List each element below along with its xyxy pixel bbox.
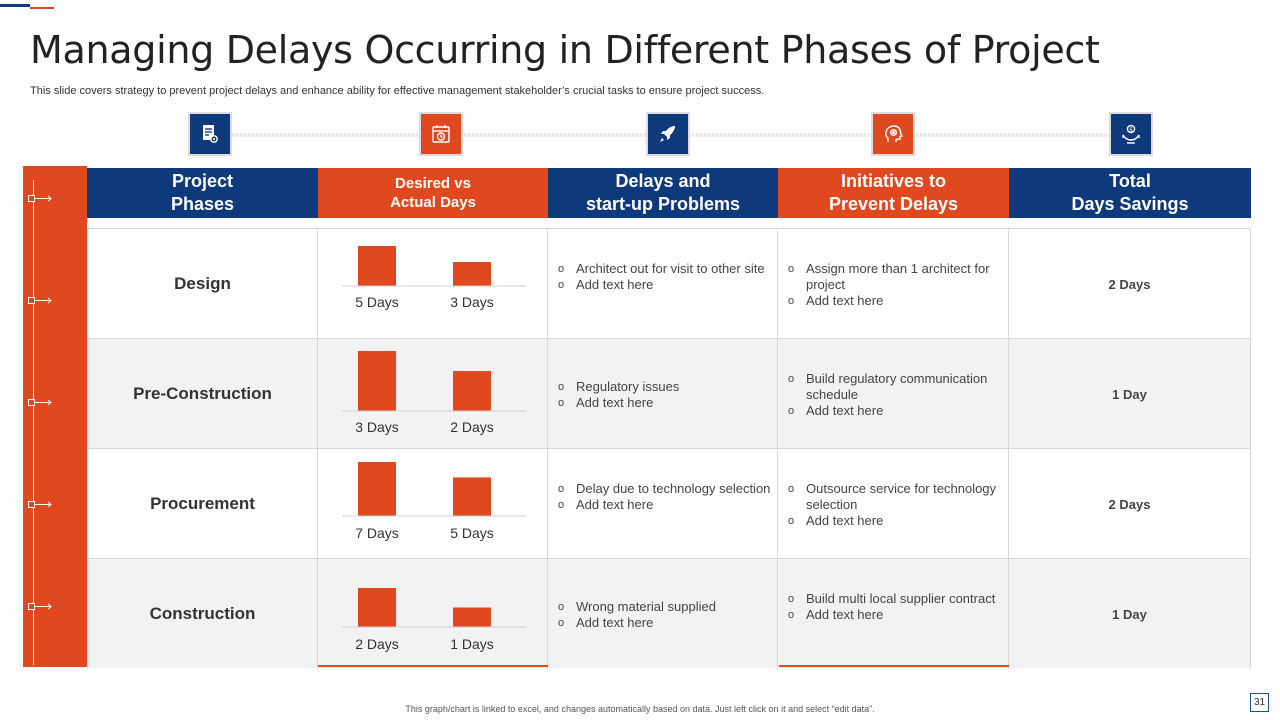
list-item: o Add text here (558, 395, 654, 410)
actual-days-bar (453, 607, 491, 627)
initiatives-cell: o Outsource service for technology select… (778, 449, 1009, 559)
actual-days-bar (453, 371, 491, 411)
timeline-marker (28, 195, 52, 202)
actual-days-label: 1 Days (450, 636, 494, 652)
savings-value: 2 Days (1009, 449, 1251, 559)
header-project-phases: Project Phases (87, 168, 318, 218)
table-row: Procurement 7 Days 5 Days o Delay due to … (87, 448, 1251, 559)
problems-list: o Delay due to technology selection o Add … (556, 481, 771, 513)
column-underline-orange (318, 665, 548, 667)
head-gear-icon (871, 112, 915, 156)
desired-days-bar (358, 351, 396, 411)
problems-cell: o Architect out for visit to other site o… (548, 229, 778, 339)
top-accent-orange (30, 7, 54, 9)
top-accent-blue (0, 4, 30, 7)
initiatives-cell: o Build regulatory communication schedule… (778, 339, 1009, 449)
actual-days-label: 3 Days (450, 294, 494, 310)
list-item: o Add text here (558, 497, 654, 512)
phase-name: Design (87, 229, 318, 339)
actual-days-bar (453, 477, 491, 516)
list-item: o Add text here (788, 513, 884, 528)
desired-days-label: 7 Days (355, 525, 399, 541)
list-item: o Add text here (788, 293, 884, 308)
actual-days-label: 2 Days (450, 419, 494, 435)
phase-name: Construction (87, 559, 318, 669)
timeline-line (33, 180, 34, 665)
problems-list: o Wrong material supplied o Add text here (556, 599, 771, 631)
phase-name: Procurement (87, 449, 318, 559)
initiatives-list: o Outsource service for technology select… (786, 481, 1002, 529)
days-chart-cell: 7 Days 5 Days (318, 449, 548, 559)
desired-days-bar (358, 246, 396, 286)
days-bar-chart: 7 Days 5 Days (342, 462, 526, 541)
table-row: Design 5 Days 3 Days o Architect out for … (87, 228, 1251, 339)
problems-list: o Architect out for visit to other site o… (556, 261, 771, 293)
days-chart-cell: 5 Days 3 Days (318, 229, 548, 339)
table-header: Project Phases Desired vs Actual Days Dela… (87, 168, 1251, 218)
list-item: o Build regulatory communication schedule (788, 371, 988, 402)
desired-days-bar (358, 462, 396, 516)
calendar-clock-icon (419, 112, 463, 156)
header-desired-vs-actual: Desired vs Actual Days (318, 168, 548, 218)
list-item: o Architect out for visit to other site (558, 261, 765, 276)
timeline-marker (28, 297, 52, 304)
actual-days-label: 5 Days (450, 525, 494, 541)
savings-value: 1 Day (1009, 559, 1251, 669)
column-underline-orange (779, 665, 1009, 667)
phases-table: Design 5 Days 3 Days o Architect out for … (87, 228, 1251, 669)
initiatives-list: o Build regulatory communication schedule… (786, 371, 1002, 419)
footer-note: This graph/chart is linked to excel, and… (405, 704, 875, 714)
initiatives-cell: o Build multi local supplier contract o Ad… (778, 559, 1009, 669)
days-bar-chart: 2 Days 1 Days (342, 588, 526, 652)
desired-days-label: 5 Days (355, 294, 399, 310)
list-item: o Assign more than 1 architect for projec… (788, 261, 990, 292)
timeline-marker (28, 501, 52, 508)
actual-days-bar (453, 262, 491, 286)
problems-list: o Regulatory issues o Add text here (556, 379, 771, 411)
svg-text:$: $ (1129, 126, 1133, 133)
timeline-marker (28, 399, 52, 406)
page-number: 31 (1250, 693, 1269, 712)
days-chart-cell: 2 Days 1 Days (318, 559, 548, 669)
desired-days-label: 2 Days (355, 636, 399, 652)
initiatives-list: o Build multi local supplier contract o Ad… (786, 591, 1002, 623)
desired-days-bar (358, 588, 396, 627)
slide-title: Managing Delays Occurring in Different P… (30, 28, 1100, 72)
problems-cell: o Wrong material supplied o Add text here (548, 559, 778, 669)
timeline-marker (28, 603, 52, 610)
list-item: o Regulatory issues (558, 379, 680, 394)
list-item: o Delay due to technology selection (558, 481, 771, 496)
initiatives-cell: o Assign more than 1 architect for projec… (778, 229, 1009, 339)
problems-cell: o Regulatory issues o Add text here (548, 339, 778, 449)
list-item: o Build multi local supplier contract (788, 591, 996, 606)
days-chart-cell: 3 Days 2 Days (318, 339, 548, 449)
slide-subtitle: This slide covers strategy to prevent pr… (30, 85, 765, 97)
problems-cell: o Delay due to technology selection o Add … (548, 449, 778, 559)
list-item: o Wrong material supplied (558, 599, 716, 614)
hand-money-icon: $ (1109, 112, 1153, 156)
initiatives-list: o Assign more than 1 architect for projec… (786, 261, 1002, 309)
savings-value: 1 Day (1009, 339, 1251, 449)
list-item: o Add text here (558, 277, 654, 292)
list-item: o Add text here (558, 615, 654, 630)
header-total-savings: Total Days Savings (1009, 168, 1251, 218)
desired-days-label: 3 Days (355, 419, 399, 435)
days-bar-chart: 5 Days 3 Days (342, 246, 526, 310)
document-gear-icon (188, 112, 232, 156)
table-row: Pre-Construction 3 Days 2 Days o Regulato… (87, 338, 1251, 449)
phase-name: Pre-Construction (87, 339, 318, 449)
rocket-icon (646, 112, 690, 156)
days-bar-chart: 3 Days 2 Days (342, 351, 526, 435)
list-item: o Outsource service for technology select… (788, 481, 997, 512)
list-item: o Add text here (788, 403, 884, 418)
table-row: Construction 2 Days 1 Days o Wrong materi… (87, 558, 1251, 669)
header-initiatives: Initiatives to Prevent Delays (778, 168, 1009, 218)
savings-value: 2 Days (1009, 229, 1251, 339)
list-item: o Add text here (788, 607, 884, 622)
header-delays-problems: Delays and start-up Problems (548, 168, 778, 218)
